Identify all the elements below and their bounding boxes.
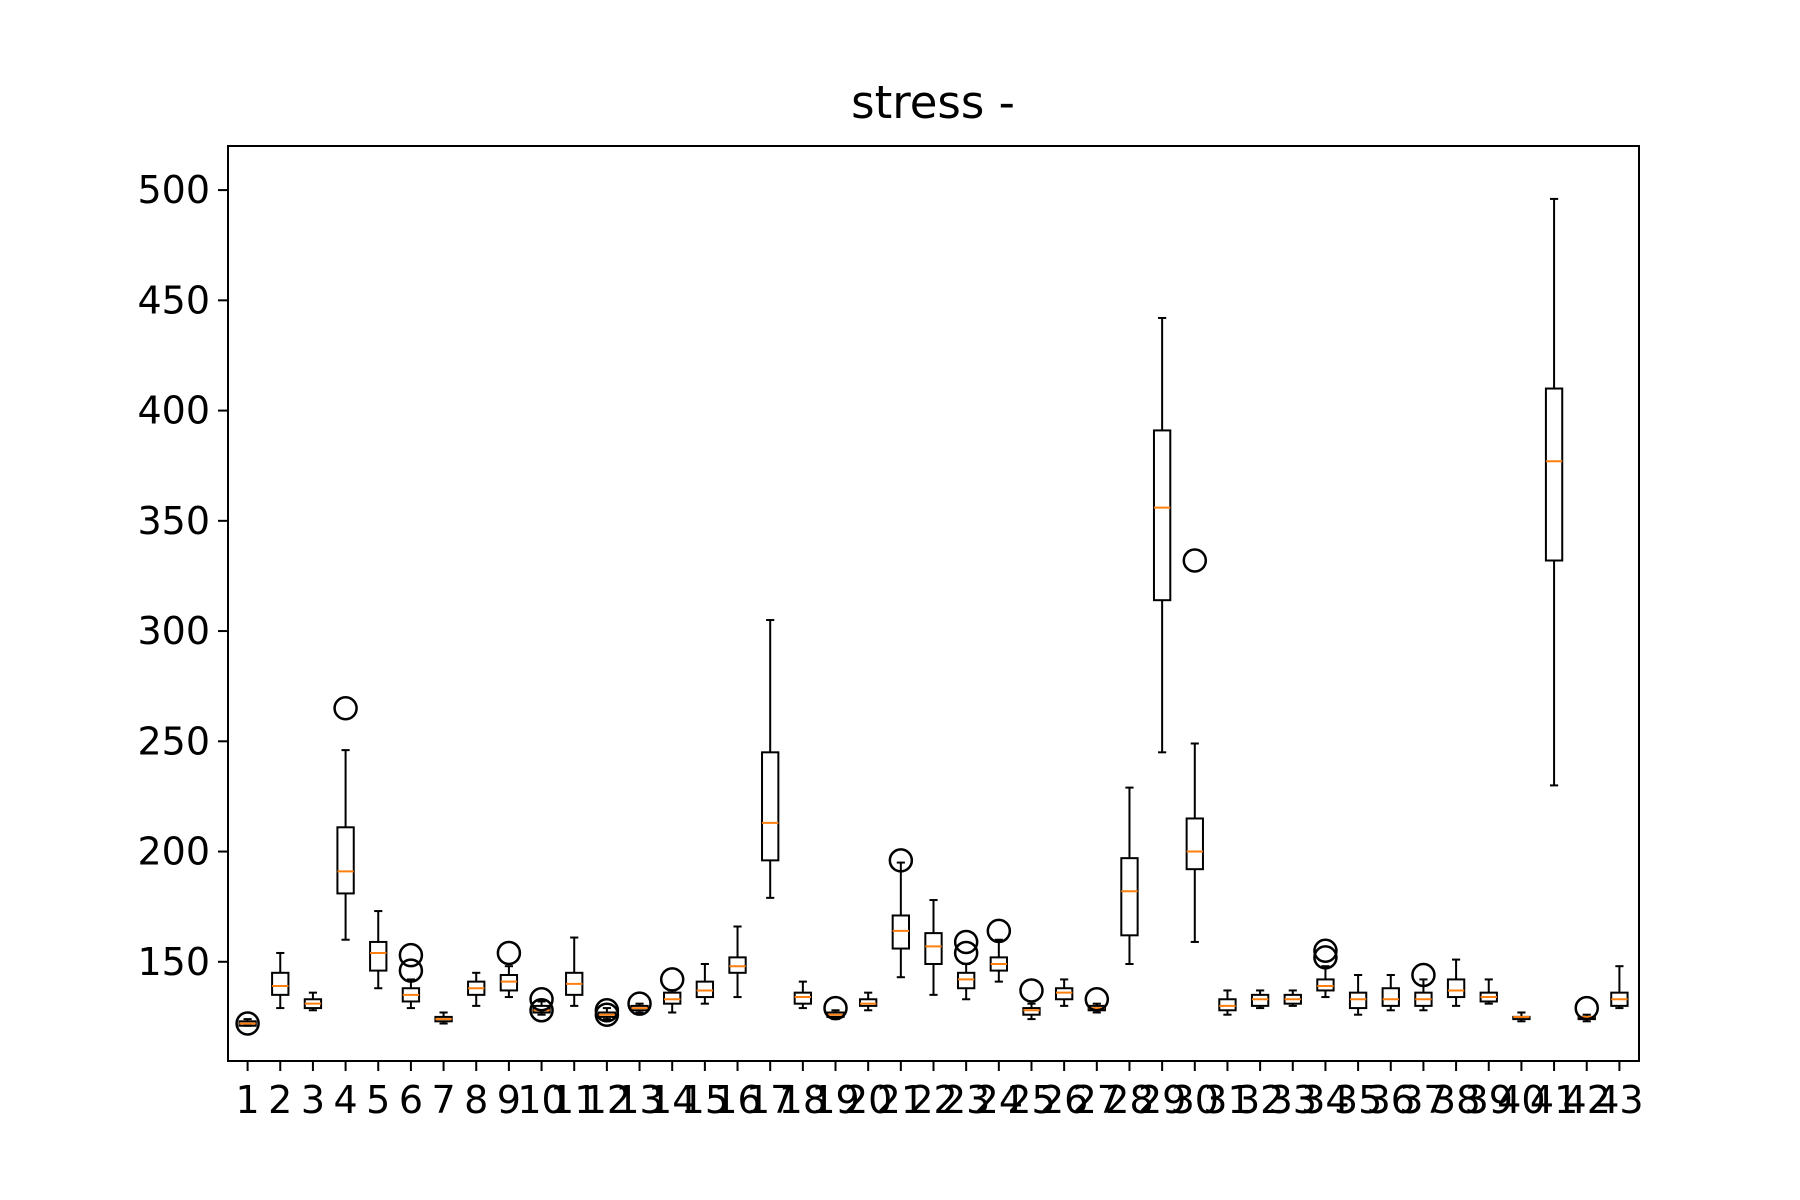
x-tick-label: 2	[268, 1078, 292, 1122]
box-12	[596, 999, 618, 1025]
x-tick-label: 3	[301, 1078, 325, 1122]
chart-title: stress -	[851, 76, 1015, 129]
x-tick-label: 7	[431, 1078, 455, 1122]
y-tick-label: 450	[137, 278, 210, 322]
y-tick-label: 200	[137, 830, 210, 874]
y-tick-label: 350	[137, 499, 210, 543]
y-tick-label: 250	[137, 719, 210, 763]
x-tick-label: 6	[399, 1078, 423, 1122]
x-tick-label: 4	[333, 1078, 357, 1122]
y-tick-label: 150	[137, 940, 210, 984]
x-tick-label: 5	[366, 1078, 390, 1122]
x-tick-label: 8	[464, 1078, 488, 1122]
y-tick-label: 300	[137, 609, 210, 653]
x-tick-label: 1	[236, 1078, 260, 1122]
x-tick-label: 43	[1595, 1078, 1643, 1122]
y-tick-label: 500	[137, 168, 210, 212]
y-tick-label: 400	[137, 389, 210, 433]
